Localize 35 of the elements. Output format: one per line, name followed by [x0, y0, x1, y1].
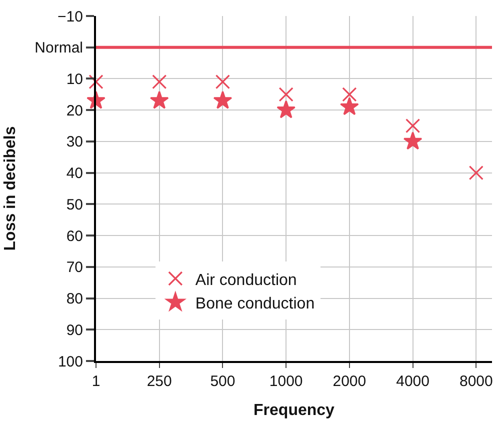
point — [150, 90, 169, 109]
point — [342, 87, 357, 102]
y-tick-label: 70 — [66, 259, 83, 276]
y-tick-label: 20 — [66, 102, 83, 120]
y-tick-label: 60 — [66, 228, 83, 245]
x-axis-title: Frequency — [254, 402, 335, 420]
point — [278, 87, 294, 102]
x-tick-label: 250 — [146, 373, 172, 390]
y-tick-label: −10 — [58, 8, 83, 26]
y-tick-label: 50 — [66, 196, 83, 214]
y-tick-label: 100 — [58, 353, 83, 370]
point — [213, 90, 232, 109]
point — [403, 132, 422, 150]
x-tick-label: 1 — [92, 373, 100, 390]
point — [215, 74, 230, 90]
legend-label: Air conduction — [195, 272, 297, 289]
y-axis-title: Loss in decibels — [2, 126, 20, 251]
x-tick-label: 500 — [210, 373, 236, 390]
y-tick-label: 80 — [66, 290, 83, 308]
x-tick-label: 4000 — [396, 373, 430, 390]
y-tick-label: 40 — [66, 165, 83, 182]
y-tick-label: 30 — [66, 134, 83, 151]
point — [340, 97, 359, 116]
y-tick-label: Normal — [34, 40, 83, 57]
point — [468, 166, 484, 180]
legend-label: Bone conduction — [195, 296, 315, 313]
y-tick-label: 10 — [66, 70, 83, 88]
point — [276, 100, 296, 118]
x-tick-label: 8000 — [459, 373, 493, 390]
x-tick-label: 2000 — [332, 373, 366, 390]
point — [406, 118, 420, 134]
point — [88, 74, 104, 90]
x-tick-label: 1000 — [269, 373, 303, 390]
y-tick-label: 90 — [66, 322, 83, 339]
point — [152, 74, 167, 90]
